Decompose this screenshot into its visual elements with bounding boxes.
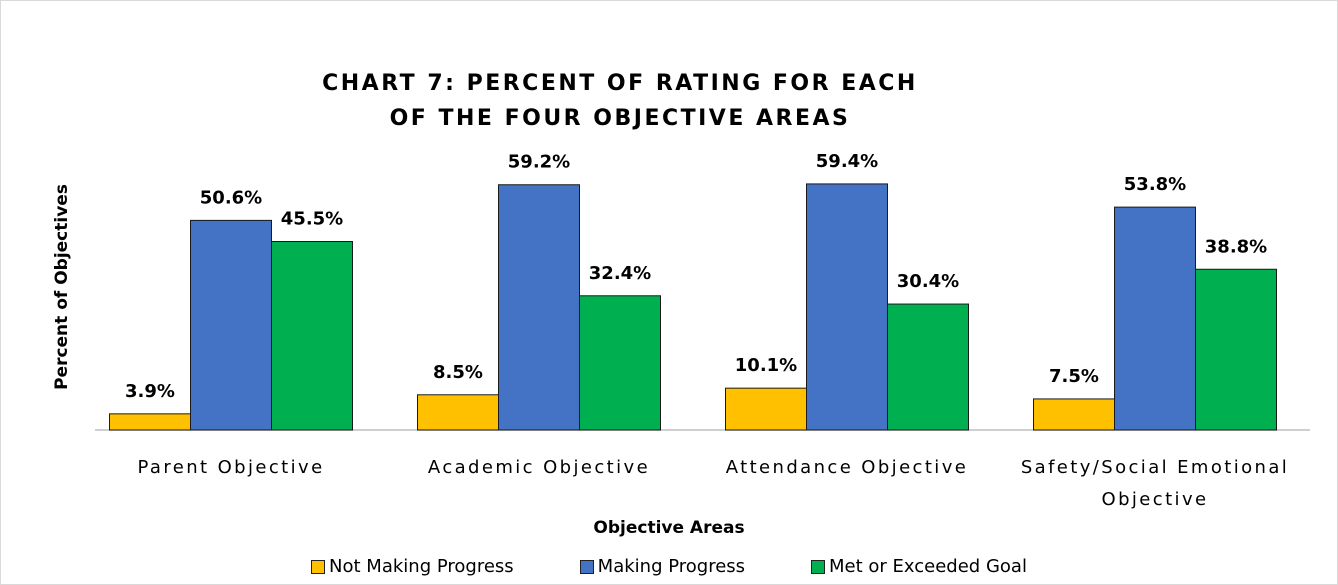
- data-label: 8.5%: [433, 362, 483, 383]
- data-label: 50.6%: [200, 187, 262, 208]
- legend-item: Met or Exceeded Goal: [811, 556, 1027, 577]
- bar: [1114, 206, 1196, 431]
- bar: [271, 241, 353, 431]
- bar: [190, 219, 272, 431]
- x-tick-label: Parent Objective: [137, 457, 325, 478]
- x-tick-label: Safety/Social Emotional Objective: [1020, 457, 1290, 510]
- data-label: 3.9%: [125, 381, 175, 402]
- x-tick-label: Academic Objective: [427, 457, 651, 478]
- bar: [887, 303, 969, 431]
- chart-title: CHART 7: PERCENT OF RATING FOR EACH OF T…: [322, 71, 918, 131]
- legend-label: Met or Exceeded Goal: [829, 556, 1027, 577]
- bar: [806, 183, 888, 431]
- legend-swatch: [811, 559, 826, 574]
- legend-label: Not Making Progress: [329, 556, 514, 577]
- bar: [1033, 398, 1115, 431]
- data-label: 7.5%: [1049, 366, 1099, 387]
- bar: [109, 413, 191, 431]
- data-label: 59.2%: [508, 152, 570, 173]
- data-label: 45.5%: [281, 209, 343, 230]
- bar: [417, 394, 499, 431]
- data-label: 10.1%: [735, 355, 797, 376]
- bar: [579, 295, 661, 431]
- y-axis-title: Percent of Objectives: [52, 184, 72, 390]
- data-label: 30.4%: [897, 271, 959, 292]
- legend-item: Making Progress: [579, 556, 746, 577]
- data-label: 59.4%: [816, 151, 878, 172]
- bar: [1195, 268, 1277, 431]
- x-tick-label: Attendance Objective: [725, 457, 969, 478]
- bar: [725, 387, 807, 431]
- data-label: 38.8%: [1205, 236, 1267, 257]
- legend-item: Not Making Progress: [311, 556, 514, 577]
- x-axis-title: Objective Areas: [593, 518, 745, 538]
- data-label: 32.4%: [589, 263, 651, 284]
- bar: [498, 184, 580, 431]
- legend-label: Making Progress: [597, 556, 746, 577]
- legend: Not Making Progress Making Progress Met or…: [0, 556, 1338, 577]
- data-label: 53.8%: [1124, 174, 1186, 195]
- legend-swatch: [311, 559, 326, 574]
- legend-swatch: [579, 559, 594, 574]
